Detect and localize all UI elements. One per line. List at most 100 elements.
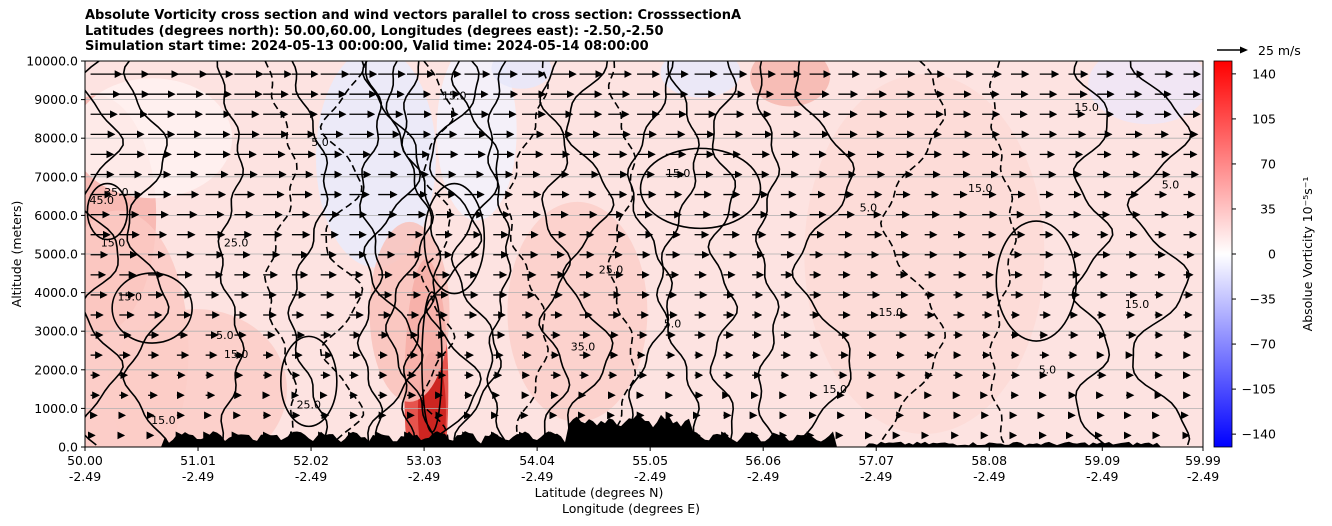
y-tick-label: 3000.0 <box>34 324 78 339</box>
title-line-2: Latitudes (degrees north): 50.00,60.00, … <box>85 23 664 39</box>
contour-label: 15.0 <box>968 182 993 195</box>
x-tick-label-lat: 50.00 <box>67 453 103 468</box>
y-tick-label: 5000.0 <box>34 247 78 262</box>
x-tick-label-lon: -2.49 <box>521 469 553 484</box>
contour-label: 15.0 <box>666 167 691 180</box>
x-tick-label-lon: -2.49 <box>408 469 440 484</box>
x-tick-label-lat: 59.99 <box>1185 453 1221 468</box>
contour-line <box>420 61 456 446</box>
field-patch <box>491 61 552 89</box>
contour-line <box>85 61 124 446</box>
contour-label: 15.0 <box>1074 101 1099 114</box>
vorticity-contours <box>85 61 1192 446</box>
contour-line <box>988 61 1017 446</box>
y-tick-label: 9000.0 <box>34 92 78 107</box>
colorbar-tick-label: −35 <box>1250 292 1276 307</box>
contour-labels: 45.035.015.015.05.015.025.015.05.015.025… <box>90 90 1180 427</box>
colorbar-tick-label: 0 <box>1268 247 1276 262</box>
contour-loop <box>111 272 193 344</box>
colorbar-label: Absolue Vorticity 10⁻⁵s⁻¹ <box>1300 177 1315 332</box>
y-tick-label: 8000.0 <box>34 131 78 146</box>
contour-line <box>504 61 549 446</box>
x-tick-label-lat: 59.09 <box>1084 453 1120 468</box>
contour-label: 5.0 <box>664 317 682 330</box>
contour-label: 15.0 <box>101 236 126 249</box>
contour-line <box>356 61 384 446</box>
quiver-key: 25 m/s <box>1217 43 1301 58</box>
x-tick-label-lat: 53.03 <box>406 453 442 468</box>
contour-label: 15.0 <box>823 383 848 396</box>
x-tick-label-lon: -2.49 <box>1086 469 1118 484</box>
x-tick-label-lat: 55.05 <box>632 453 668 468</box>
x-tick-label-lat: 57.07 <box>858 453 894 468</box>
contour-label: 15.0 <box>879 306 904 319</box>
x-tick-label-lon: -2.49 <box>1187 469 1219 484</box>
x-tick-label-lat: 58.08 <box>971 453 1007 468</box>
colorbar-gradient <box>1213 60 1233 448</box>
contour-label: 35.0 <box>571 341 596 354</box>
colorbar-tick-label: 35 <box>1260 201 1276 216</box>
contour-loop <box>421 291 443 433</box>
colorbar-tick-label: 70 <box>1260 156 1276 171</box>
contour-label: 25.0 <box>224 236 249 249</box>
contour-label: 15.0 <box>151 414 176 427</box>
contour-line <box>450 61 502 446</box>
x-tick-label-lat: 54.04 <box>519 453 555 468</box>
contour-line <box>606 61 637 446</box>
field-patch <box>507 201 648 422</box>
contour-line <box>879 61 947 446</box>
terrain-mask <box>85 414 1203 447</box>
title-line-3: Simulation start time: 2024-05-13 00:00:… <box>85 39 649 54</box>
y-tick-label: 7000.0 <box>34 169 78 184</box>
contour-line <box>791 61 855 446</box>
contour-line <box>319 61 365 446</box>
contour-line <box>655 61 700 446</box>
field-patch <box>660 61 741 98</box>
y-axis-ticks: 0.0 1000.0 2000.0 3000.0 4000.0 5000.0 6000.0 7… <box>26 54 85 455</box>
x-tick-label-lon: -2.49 <box>182 469 214 484</box>
contour-line <box>1126 61 1192 446</box>
contour-loop <box>86 182 129 241</box>
contour-label: 5.0 <box>216 329 234 342</box>
terrain-shape <box>85 414 1203 447</box>
x-axis-label-lon: Longitude (degrees E) <box>562 501 700 516</box>
quiver-key-arrowhead-icon <box>1240 46 1248 54</box>
title-line-1: Absolute Vorticity cross section and win… <box>85 8 742 23</box>
x-tick-label-lon: -2.49 <box>973 469 1005 484</box>
contour-loop <box>280 335 338 428</box>
contour-label: 15.0 <box>118 290 143 303</box>
quiver-key-label: 25 m/s <box>1258 43 1301 58</box>
colorbar-tick-label: 105 <box>1252 111 1276 126</box>
contour-label: 15.0 <box>442 90 467 103</box>
contour-line <box>263 61 298 446</box>
y-tick-label: 6000.0 <box>34 208 78 223</box>
x-tick-label-lat: 56.06 <box>745 453 781 468</box>
x-axis-label-lat: Latitude (degrees N) <box>535 485 664 500</box>
contour-loop <box>423 182 486 295</box>
contour-label: 35.0 <box>104 186 129 199</box>
contour-line <box>562 61 615 446</box>
contour-line <box>626 61 674 446</box>
contour-line <box>1071 61 1114 446</box>
y-tick-label: 10000.0 <box>26 54 78 69</box>
colorbar-tick-label: −140 <box>1242 427 1276 442</box>
x-tick-label-lat: 51.01 <box>180 453 216 468</box>
contour-label: 5.0 <box>860 202 878 215</box>
y-tick-label: 2000.0 <box>34 362 78 377</box>
x-axis-ticks: 50.00-2.4951.01-2.4952.02-2.4953.03-2.49… <box>67 447 1221 484</box>
field-patch <box>369 221 450 402</box>
colorbar-ticks: 140 105 70 35 0 −35 −70 −105 −140 <box>1232 66 1276 442</box>
colorbar-tick-label: −70 <box>1250 337 1276 352</box>
chart-title: Absolute Vorticity cross section and win… <box>85 8 741 55</box>
contour-label: 25.0 <box>297 398 322 411</box>
contour-label: 5.0 <box>311 136 329 149</box>
y-tick-label: 4000.0 <box>34 285 78 300</box>
contour-loop <box>639 147 762 230</box>
contour-loop <box>995 220 1078 342</box>
contour-line <box>707 61 739 446</box>
colorbar-tick-label: −105 <box>1242 382 1276 397</box>
contour-label: 5.0 <box>1162 178 1180 191</box>
contour-line <box>538 61 572 446</box>
y-axis-label: Altitude (meters) <box>9 201 24 308</box>
